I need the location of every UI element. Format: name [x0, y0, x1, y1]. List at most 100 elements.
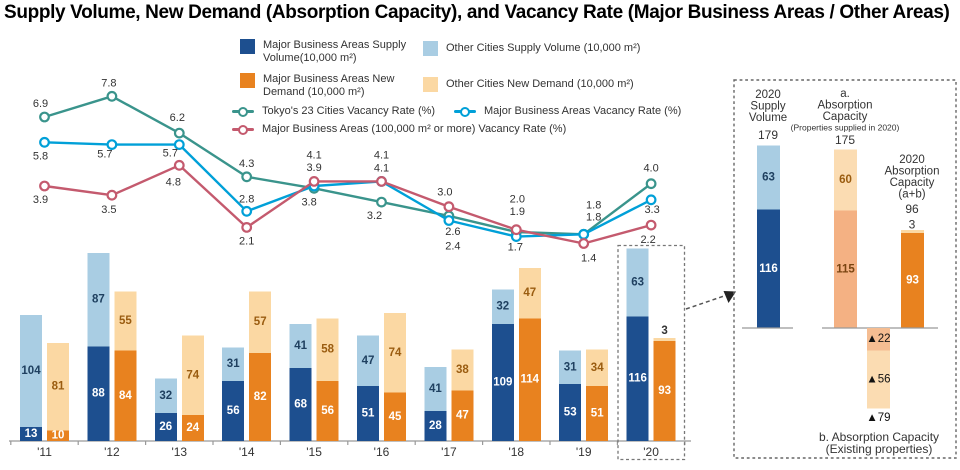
vacancy-point-tokyo23 — [106, 90, 118, 102]
bar-mba-demand-'18 — [518, 318, 541, 441]
legend-item-other-demand: Other Cities New Demand (10,000 m²) — [423, 77, 634, 92]
bar-value-label: 3 — [661, 325, 667, 337]
legend-label: Major Business Areas Vacancy Rate (%) — [484, 105, 682, 117]
legend-item-tokyo23-line: Tokyo's 23 Cities Vacancy Rate (%) — [232, 105, 435, 118]
bar-mba-demand-'19 — [586, 386, 609, 441]
legend-swatch-mba-supply — [240, 39, 255, 54]
vacancy-value-label: 2.6 — [445, 226, 460, 238]
bar-value-label: 10 — [52, 430, 65, 442]
detail-bar-segment — [901, 233, 924, 328]
detail-bar-segment — [901, 230, 924, 234]
vacancy-point-tokyo23 — [241, 171, 253, 183]
bar-value-label: 38 — [456, 364, 469, 376]
legend-swatch-other-demand — [423, 77, 438, 92]
bar-value-label: 82 — [254, 391, 267, 403]
bar-mba-demand-'17 — [451, 390, 474, 441]
vacancy-point-tokyo23 — [39, 111, 50, 123]
bar-other-supply-'19 — [559, 350, 582, 385]
detail-col-total: 96 — [905, 202, 919, 216]
legend-label: Major Business Areas New Demand (10,000 … — [263, 73, 395, 99]
vacancy-value-label: 3.9 — [306, 162, 321, 174]
bar-value-label: 51 — [362, 408, 375, 420]
bar-value-label: 58 — [321, 344, 334, 356]
bar-other-supply-'11 — [20, 315, 42, 428]
detail-bar-value: 60 — [839, 174, 852, 186]
detail-col-total: 175 — [835, 133, 855, 147]
vacancy-value-label: 4.3 — [239, 158, 254, 170]
bar-mba-demand-'12 — [114, 350, 137, 441]
vacancy-value-label: 2.8 — [239, 193, 254, 205]
vacancy-value-label: 5.7 — [163, 148, 178, 160]
bar-mba-supply-'16 — [357, 386, 379, 441]
vacancy-point-mba — [645, 194, 657, 206]
vacancy-value-label: 4.1 — [374, 162, 389, 174]
detail-footer-line: b. Absorption Capacity — [819, 430, 939, 444]
bar-value-label: 26 — [159, 421, 172, 433]
vacancy-point-mba-100k — [510, 224, 522, 236]
bar-other-demand-'12 — [114, 291, 137, 351]
bar-mba-supply-'15 — [289, 367, 312, 441]
bar-other-demand-'14 — [249, 291, 272, 353]
bar-mba-supply-'12 — [87, 346, 110, 441]
bar-value-label: 53 — [564, 407, 577, 419]
bar-mba-demand-'15 — [316, 380, 339, 441]
bar-value-label: 84 — [119, 390, 132, 402]
vacancy-line-tokyo23 — [44, 95, 652, 236]
vacancy-value-label: 4.1 — [374, 149, 389, 161]
detail-col-header: (a+b) — [898, 189, 925, 201]
vacancy-value-label: 1.9 — [510, 206, 525, 218]
legend-label: Tokyo's 23 Cities Vacancy Rate (%) — [262, 105, 436, 117]
bar-value-label: 68 — [294, 398, 307, 410]
detail-footer-line: (Existing properties) — [826, 442, 933, 456]
bar-mba-supply-'14 — [222, 380, 245, 441]
legend-label: Major Business Areas (100,000 m² or more… — [262, 123, 567, 135]
bar-value-label: 56 — [321, 405, 334, 417]
bar-mba-supply-'11 — [20, 427, 42, 441]
vacancy-point-mba-100k — [645, 219, 657, 231]
bar-value-label: 81 — [52, 381, 65, 393]
line-marker-icon — [232, 125, 254, 136]
bar-mba-supply-'19 — [559, 384, 582, 441]
bar-value-label: 32 — [496, 301, 509, 313]
vacancy-value-label: 3.9 — [33, 194, 48, 206]
vacancy-value-label: 1.8 — [586, 211, 601, 223]
legend-label: Other Cities New Demand (10,000 m²) — [446, 77, 634, 90]
legend-item-mba100k-line: Major Business Areas (100,000 m² or more… — [232, 123, 566, 136]
vacancy-point-mba-100k — [106, 189, 118, 201]
detail-col-header: Capacity — [823, 111, 868, 123]
detail-bar-segment — [757, 145, 780, 210]
detail-col-header: 2020 — [755, 89, 781, 101]
detail-col-subheader: (Properties supplied in 2020) — [791, 123, 900, 133]
vacancy-point-mba-100k — [308, 175, 320, 187]
detail-bar-segment — [834, 210, 857, 328]
legend-label: Other Cities Supply Volume (10,000 m²) — [446, 41, 641, 54]
vacancy-value-label: 3.8 — [301, 196, 316, 208]
vacancy-point-mba-100k — [376, 175, 387, 187]
bar-other-supply-'17 — [424, 366, 447, 411]
detail-cap-label: 3 — [909, 218, 916, 232]
x-axis-label-16: '16 — [374, 445, 390, 459]
detail-bar-segment — [834, 149, 857, 211]
x-axis-label-15: '15 — [306, 445, 322, 459]
bar-value-label: 74 — [389, 347, 402, 359]
x-axis-label-11: '11 — [37, 445, 52, 459]
x-axis-label-17: '17 — [441, 445, 457, 459]
bar-other-demand-'19 — [586, 349, 609, 387]
vacancy-value-label: 3.3 — [644, 204, 659, 216]
bar-other-demand-'17 — [451, 349, 474, 391]
vacancy-line-mba-100k — [44, 164, 652, 245]
vacancy-value-label: 3.2 — [367, 210, 382, 222]
legend-swatch-mba-demand — [240, 73, 255, 88]
bar-value-label: 24 — [186, 422, 199, 434]
detail-arrow-head — [723, 291, 736, 303]
legend-item-other-supply: Other Cities Supply Volume (10,000 m²) — [423, 41, 640, 56]
bar-other-demand-'20 — [653, 337, 676, 342]
detail-negative-total: ▲79 — [866, 412, 890, 424]
bar-value-label: 47 — [456, 410, 469, 422]
bar-mba-demand-'13 — [181, 415, 204, 441]
detail-col-header: Absorption — [885, 166, 940, 178]
bar-other-demand-'11 — [47, 343, 69, 431]
legend-item-mba-line: Major Business Areas Vacancy Rate (%) — [454, 105, 681, 118]
vacancy-value-label: 5.8 — [33, 150, 48, 162]
